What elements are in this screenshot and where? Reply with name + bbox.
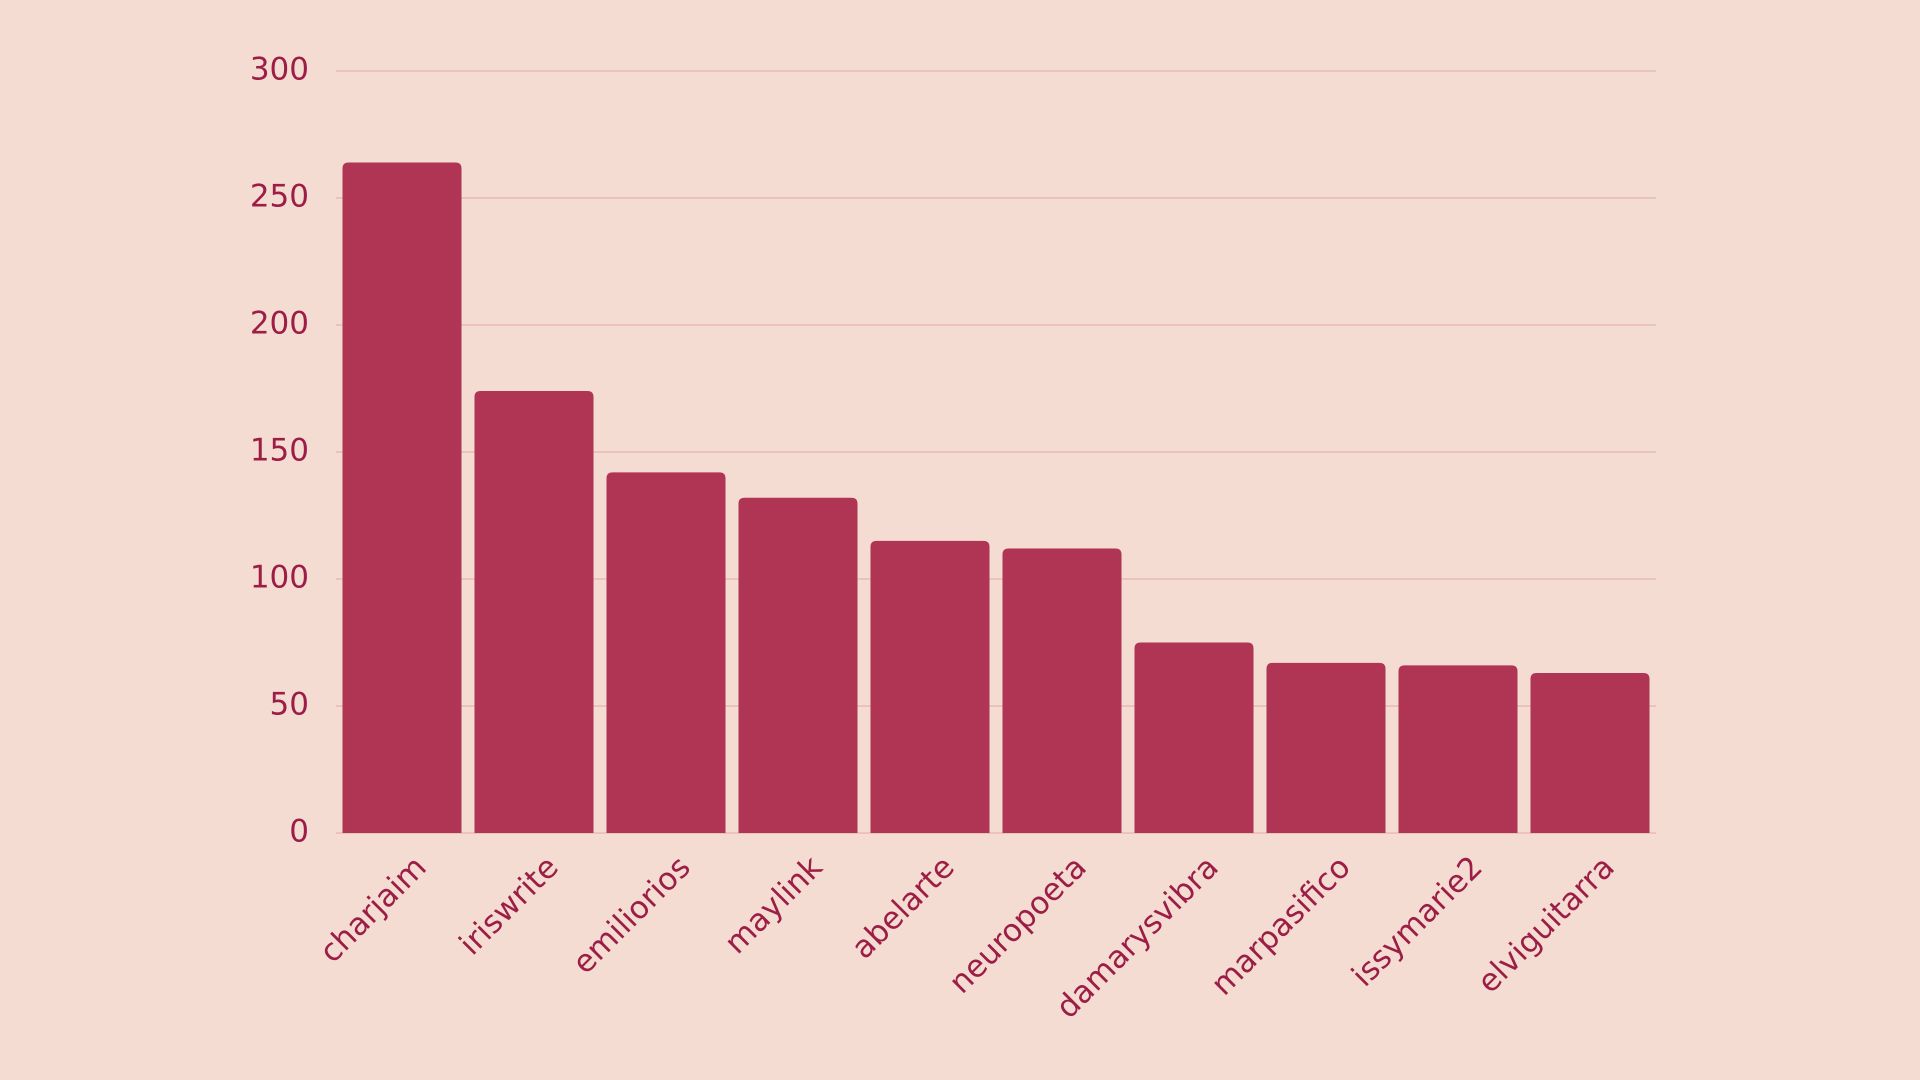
bar (1530, 672, 1650, 833)
y-tick-label: 200 (250, 306, 309, 342)
bar (1134, 642, 1254, 833)
y-tick-label: 250 (250, 179, 309, 215)
bar (1002, 548, 1122, 833)
bar (738, 497, 858, 833)
bar (342, 162, 462, 833)
y-tick-label: 50 (270, 687, 309, 723)
x-tick-label: emiliorios (566, 849, 698, 981)
y-tick-label: 150 (250, 433, 309, 469)
x-tick-label: iriswrite (452, 849, 565, 962)
x-tick-label: issymarie2 (1345, 849, 1490, 994)
x-tick-label: abelarte (845, 849, 962, 966)
bar (606, 472, 726, 833)
x-tick-label: marpasifico (1204, 849, 1357, 1002)
x-tick-label: elviguitarra (1471, 849, 1622, 1000)
y-tick-label: 300 (250, 52, 309, 88)
y-tick-label: 100 (250, 560, 309, 596)
x-tick-label: charjaim (313, 849, 434, 970)
x-tick-label: maylink (718, 849, 830, 961)
bar (1266, 662, 1386, 833)
bar (1398, 665, 1518, 833)
y-tick-label: 0 (289, 814, 309, 850)
bar (870, 540, 990, 833)
bar (474, 391, 594, 833)
